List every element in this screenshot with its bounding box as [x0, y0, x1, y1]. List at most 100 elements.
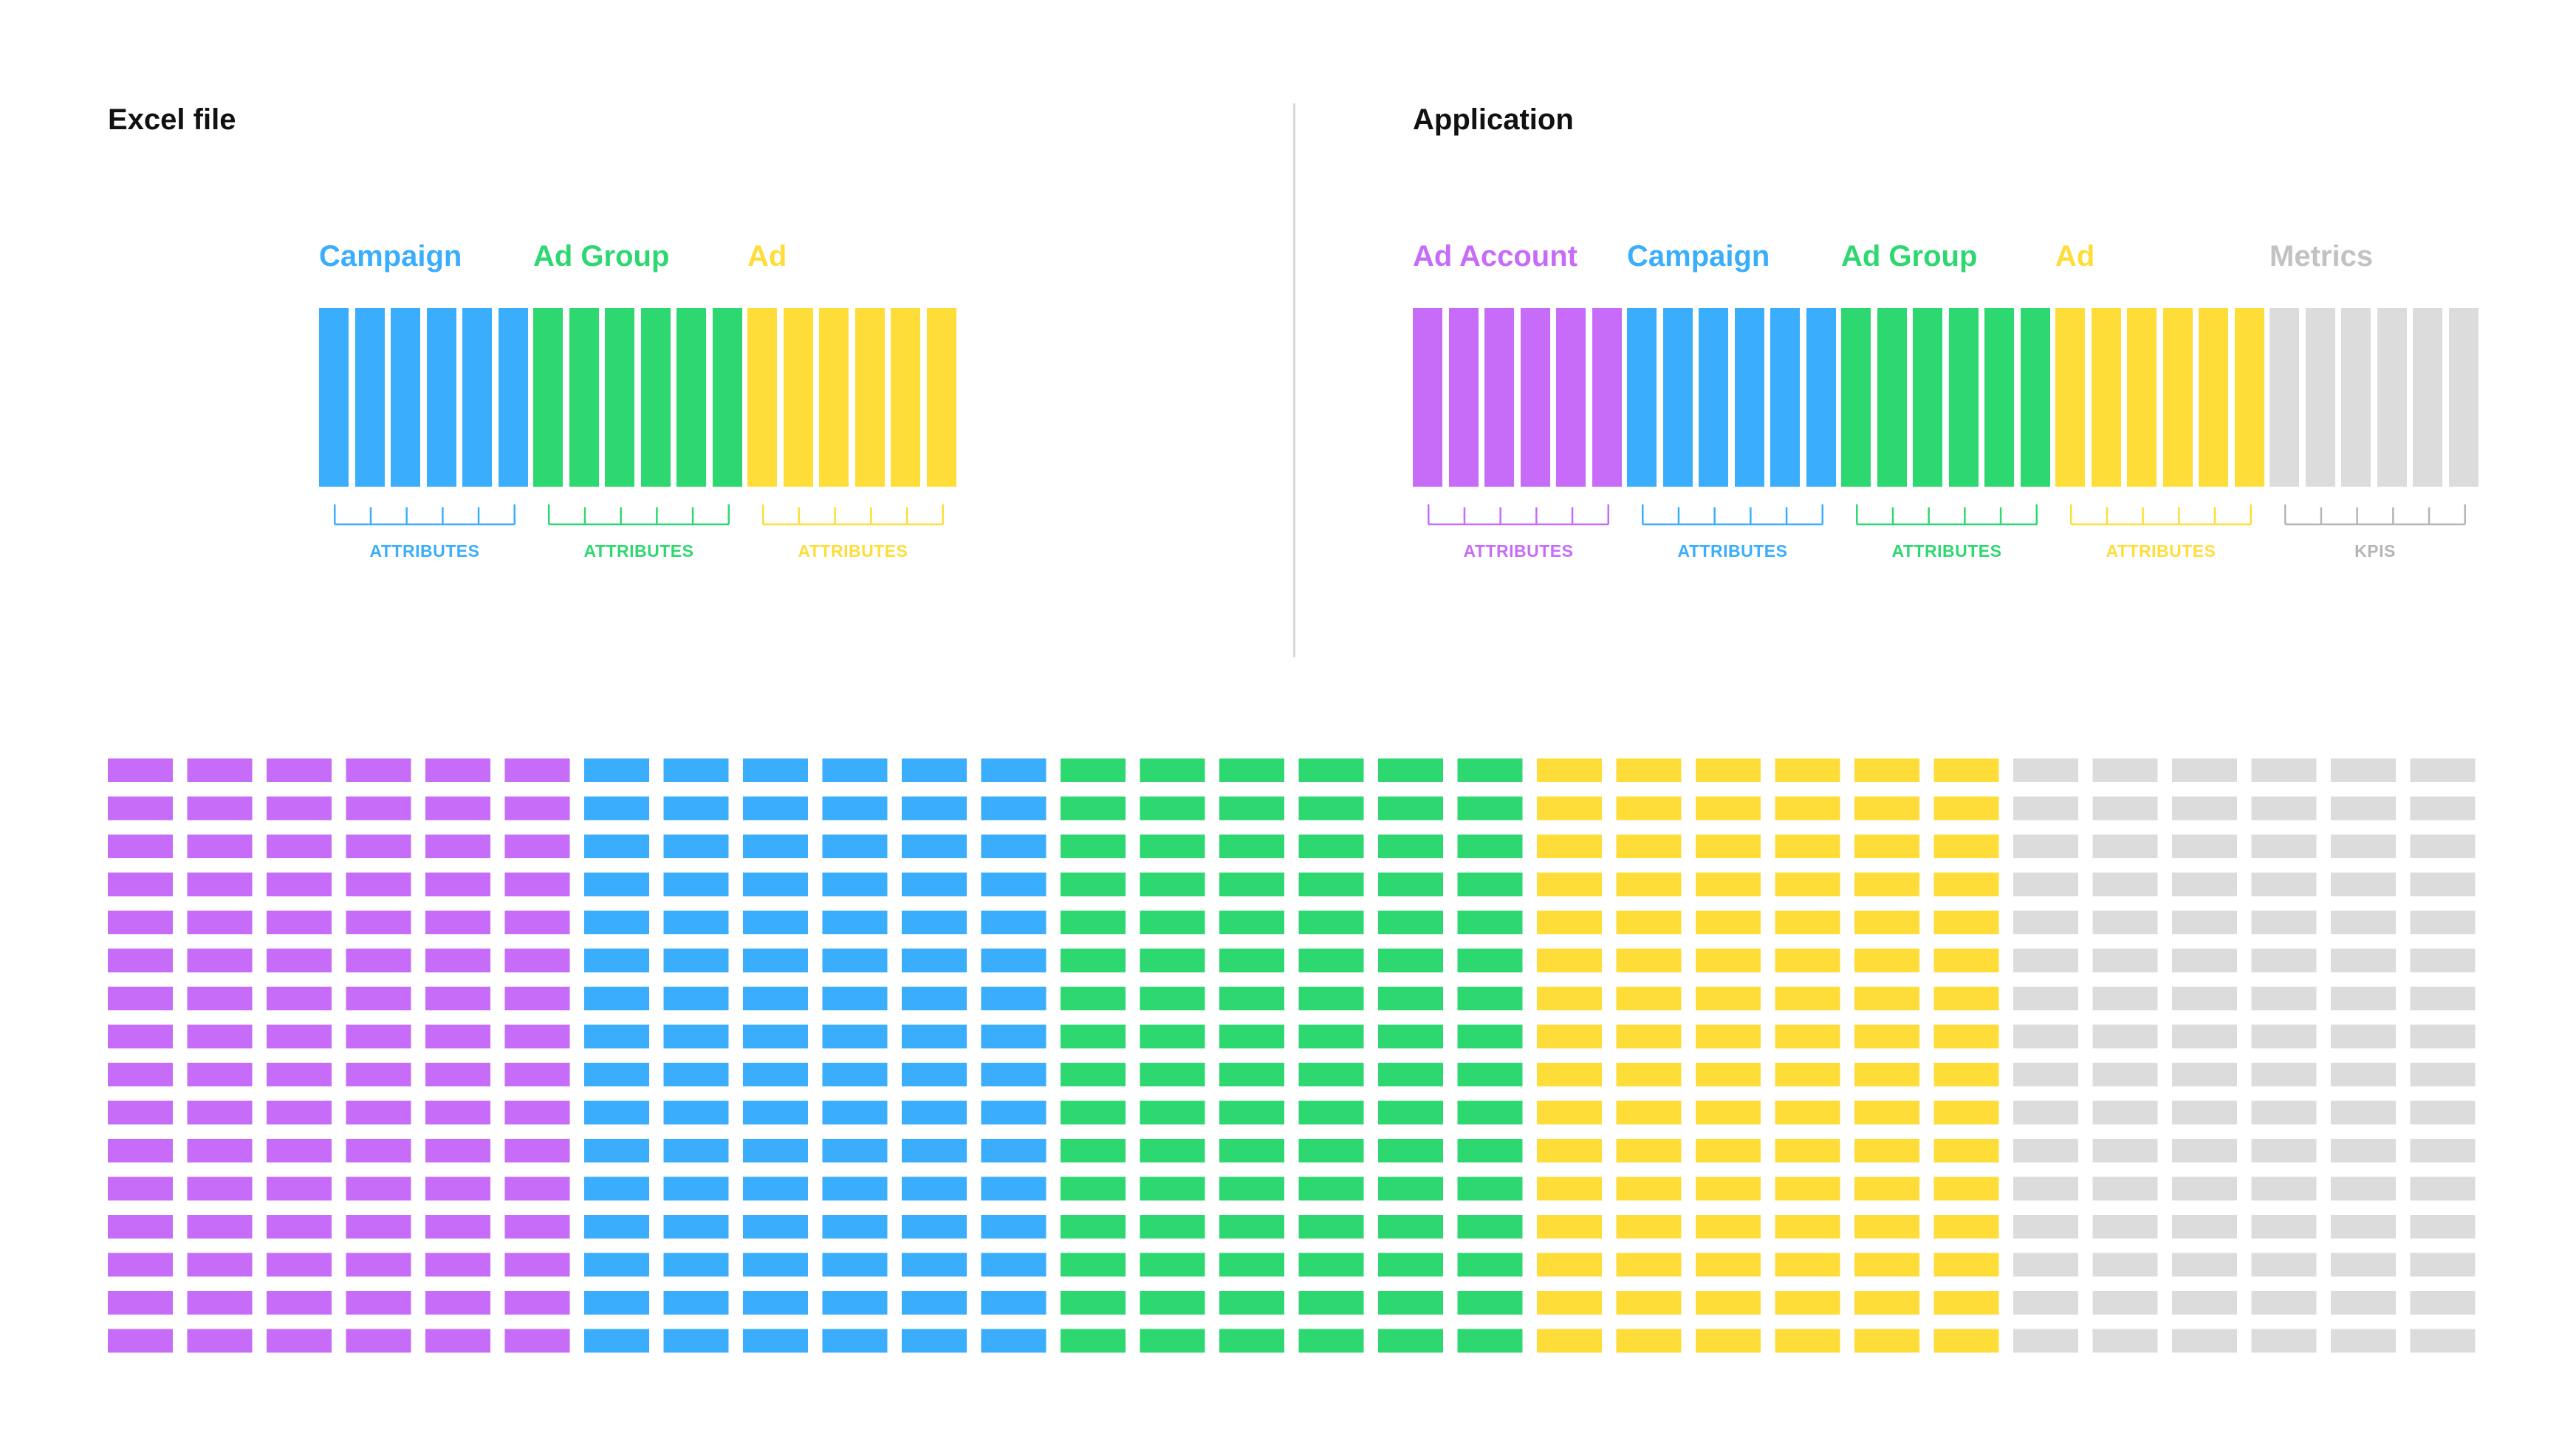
- application-ad-group-columns: [1841, 308, 2056, 487]
- table-cell: [663, 758, 729, 782]
- table-cell: [2092, 1100, 2158, 1125]
- table-cell: [1616, 987, 1682, 1010]
- table-cell: [743, 796, 808, 821]
- table-cell: [346, 796, 411, 821]
- table-cell: [108, 1139, 173, 1162]
- table-cell: [425, 1176, 490, 1201]
- table-cell: [1298, 1100, 1364, 1125]
- table-cell: [663, 1063, 729, 1086]
- table-cell: [504, 872, 570, 897]
- table-cell: [822, 1253, 888, 1277]
- table-cell: [1933, 872, 1999, 897]
- table-cell: [1616, 1139, 1682, 1162]
- table-cell: [822, 1291, 888, 1315]
- table-cell: [2251, 1291, 2317, 1315]
- table-cell: [1298, 1215, 1364, 1239]
- section-divider: [1293, 103, 1295, 657]
- table-cell: [1061, 1176, 1126, 1201]
- table-cell: [1616, 1215, 1682, 1239]
- table-cell: [108, 835, 173, 858]
- table-cell: [1696, 987, 1761, 1010]
- table-cell: [346, 835, 411, 858]
- table-cell: [1775, 911, 1840, 934]
- table-cell: [1219, 1063, 1284, 1086]
- table-cell: [663, 796, 729, 821]
- application-ad-group-caption: ATTRIBUTES: [1891, 541, 2002, 561]
- table-cell: [1696, 1215, 1761, 1239]
- table-cell: [1140, 796, 1205, 821]
- table-cell: [822, 1100, 888, 1125]
- table-cell: [1219, 911, 1284, 934]
- table-cell: [504, 1176, 570, 1201]
- table-cell: [1933, 835, 1999, 858]
- excel-campaign-column-bar: [319, 308, 349, 487]
- table-cell: [981, 911, 1046, 934]
- table-cell: [1219, 1291, 1284, 1315]
- table-cell: [1378, 758, 1443, 782]
- table-cell: [425, 1329, 490, 1353]
- table-cell: [108, 1291, 173, 1315]
- table-cell: [1298, 1063, 1364, 1086]
- application-ad-column-bar: [2199, 308, 2228, 487]
- table-cell: [1933, 948, 1999, 973]
- table-cell: [2410, 758, 2476, 782]
- table-cell: [584, 872, 649, 897]
- table-cell: [2251, 1100, 2317, 1125]
- table-cell: [584, 1100, 649, 1125]
- table-cell: [1378, 872, 1443, 897]
- table-cell: [743, 835, 808, 858]
- application-ad-group-label: Ad Group: [1841, 240, 1978, 273]
- table-cell: [504, 1329, 570, 1353]
- application-metrics-column-bar: [2448, 308, 2479, 487]
- table-cell: [1854, 1215, 1919, 1239]
- table-cell: [2092, 1329, 2158, 1353]
- table-cell: [822, 835, 888, 858]
- table-cell: [1616, 1253, 1682, 1277]
- table-cell: [504, 1215, 570, 1239]
- table-cell: [1933, 1100, 1999, 1125]
- table-cell: [267, 872, 332, 897]
- table-cell: [2013, 1291, 2078, 1315]
- application-ad-column-bar: [2055, 308, 2085, 487]
- application-ad-account-column-bar: [1520, 308, 1550, 487]
- table-cell: [584, 1139, 649, 1162]
- table-cell: [1219, 1176, 1284, 1201]
- table-cell: [1854, 1176, 1919, 1201]
- table-cell: [1378, 911, 1443, 934]
- table-cell: [1537, 835, 1602, 858]
- table-cell: [1775, 1329, 1840, 1353]
- table-cell: [2331, 911, 2396, 934]
- table-cell: [2092, 1176, 2158, 1201]
- excel-ad-caption: ATTRIBUTES: [798, 541, 908, 561]
- table-cell: [425, 835, 490, 858]
- table-cell: [1854, 1063, 1919, 1086]
- excel-campaign-column-bar: [462, 308, 492, 487]
- table-cell: [346, 872, 411, 897]
- table-cell: [346, 1329, 411, 1353]
- table-cell: [425, 872, 490, 897]
- table-cell: [1140, 835, 1205, 858]
- table-cell: [1933, 1215, 1999, 1239]
- table-cell: [2251, 1215, 2317, 1239]
- table-cell: [743, 1329, 808, 1353]
- table-cell: [1378, 1139, 1443, 1162]
- table-cell: [743, 1139, 808, 1162]
- application-ad-account-bracket: [1428, 504, 1609, 526]
- table-cell: [1061, 758, 1126, 782]
- excel-ad-group-column-bar: [640, 308, 671, 487]
- application-ad-account-column-bar: [1448, 308, 1479, 487]
- table-cell: [1457, 987, 1523, 1010]
- table-cell: [981, 758, 1046, 782]
- table-cell: [267, 1329, 332, 1353]
- table-cell: [108, 758, 173, 782]
- application-campaign-label: Campaign: [1627, 240, 1770, 273]
- application-ad-group-column-bar: [1984, 308, 2014, 487]
- table-cell: [2331, 835, 2396, 858]
- table-cell: [1775, 987, 1840, 1010]
- table-cell: [2013, 1063, 2078, 1086]
- table-cell: [2172, 948, 2237, 973]
- excel-ad-column-bar: [891, 308, 920, 487]
- table-cell: [425, 1024, 490, 1049]
- table-cell: [981, 1024, 1046, 1049]
- application-schema-diagram: Ad Account ATTRIBUTES Campaign ATTRIBUTES Ad…: [1413, 240, 2484, 572]
